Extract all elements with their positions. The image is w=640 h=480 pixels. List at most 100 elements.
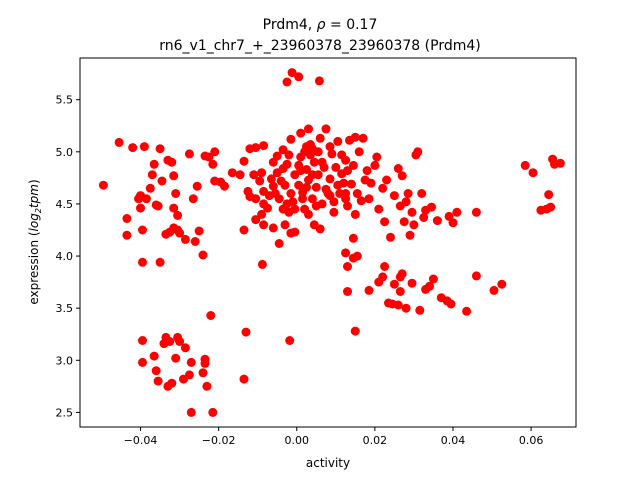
data-point: [251, 143, 261, 153]
y-tick-label: 5.5: [56, 94, 74, 107]
data-point: [165, 227, 175, 237]
data-point: [489, 285, 499, 295]
data-point: [313, 147, 323, 157]
data-point: [188, 194, 198, 204]
data-point: [274, 239, 284, 248]
data-point: [315, 224, 325, 234]
data-point: [343, 262, 352, 271]
data-point: [167, 157, 177, 167]
y-axis-label: expression (log2tpm): [27, 179, 43, 304]
data-point: [317, 157, 327, 167]
data-point: [348, 233, 358, 243]
y-tick-label: 4.0: [56, 250, 74, 263]
data-point: [282, 199, 292, 209]
x-tick-label: −0.02: [202, 434, 236, 447]
data-point: [136, 203, 145, 213]
data-point: [200, 358, 210, 368]
data-point: [311, 201, 321, 211]
data-point: [321, 124, 331, 134]
data-point: [352, 189, 362, 198]
data-point: [352, 251, 362, 261]
data-point: [307, 194, 317, 204]
x-axis-label: activity: [306, 456, 350, 470]
data-point: [175, 337, 185, 346]
data-point: [169, 203, 179, 213]
data-point: [452, 207, 462, 217]
data-point: [128, 143, 138, 153]
data-point: [268, 181, 278, 191]
data-point: [428, 274, 438, 284]
y-tick-label: 3.5: [56, 302, 74, 315]
data-point: [98, 180, 108, 190]
data-point: [138, 336, 147, 345]
x-axis-ticks: −0.04 −0.02 0.00 0.02 0.04 0.06: [124, 427, 543, 447]
chart-title-line1: Prdm4, ρ = 0.17: [263, 17, 378, 33]
data-point: [315, 133, 325, 143]
x-tick-label: 0.00: [285, 434, 310, 447]
data-point: [378, 183, 388, 193]
x-tick-label: 0.04: [441, 434, 466, 447]
y-tick-label: 4.5: [56, 198, 74, 211]
data-point: [167, 378, 177, 388]
data-point: [401, 303, 411, 313]
data-point: [257, 168, 267, 178]
data-point: [284, 150, 294, 160]
data-point: [331, 162, 341, 172]
data-point: [333, 136, 343, 146]
data-point: [220, 181, 229, 191]
data-point: [362, 166, 372, 176]
data-point: [350, 326, 360, 336]
data-point: [286, 189, 296, 198]
data-point: [401, 197, 411, 207]
data-point: [266, 174, 276, 184]
data-point: [235, 170, 245, 180]
data-point: [415, 305, 425, 315]
data-point: [138, 257, 147, 267]
data-point: [354, 147, 364, 157]
data-point: [419, 213, 429, 222]
data-point: [194, 226, 204, 236]
data-point: [389, 191, 399, 201]
data-point: [528, 168, 538, 178]
data-point: [341, 248, 351, 258]
data-point: [339, 178, 349, 188]
data-point: [186, 407, 196, 417]
data-point: [399, 217, 409, 227]
data-point: [294, 72, 304, 82]
data-point: [180, 234, 190, 244]
data-point: [198, 250, 208, 260]
data-point: [227, 168, 237, 178]
data-point: [407, 278, 417, 288]
data-point: [138, 225, 147, 235]
data-point: [290, 227, 300, 237]
data-points: [98, 68, 565, 417]
data-point: [395, 287, 405, 296]
data-point: [149, 159, 159, 169]
data-point: [358, 133, 368, 143]
data-point: [173, 225, 183, 235]
data-point: [134, 194, 144, 204]
data-point: [210, 147, 220, 157]
data-point: [151, 366, 161, 376]
data-point: [546, 202, 556, 212]
data-point: [356, 196, 366, 206]
data-point: [380, 262, 390, 271]
data-point: [329, 197, 339, 207]
data-point: [138, 357, 147, 367]
data-point: [184, 370, 194, 380]
y-tick-label: 2.5: [56, 406, 74, 419]
data-point: [184, 149, 194, 159]
data-point: [407, 207, 417, 217]
data-point: [141, 194, 151, 204]
data-point: [169, 171, 179, 181]
data-point: [304, 124, 313, 134]
data-point: [257, 259, 267, 269]
data-point: [403, 189, 413, 198]
data-point: [372, 152, 382, 162]
data-point: [290, 204, 300, 214]
data-point: [350, 209, 360, 219]
data-point: [257, 209, 267, 219]
data-point: [329, 207, 339, 217]
data-point: [173, 210, 183, 220]
